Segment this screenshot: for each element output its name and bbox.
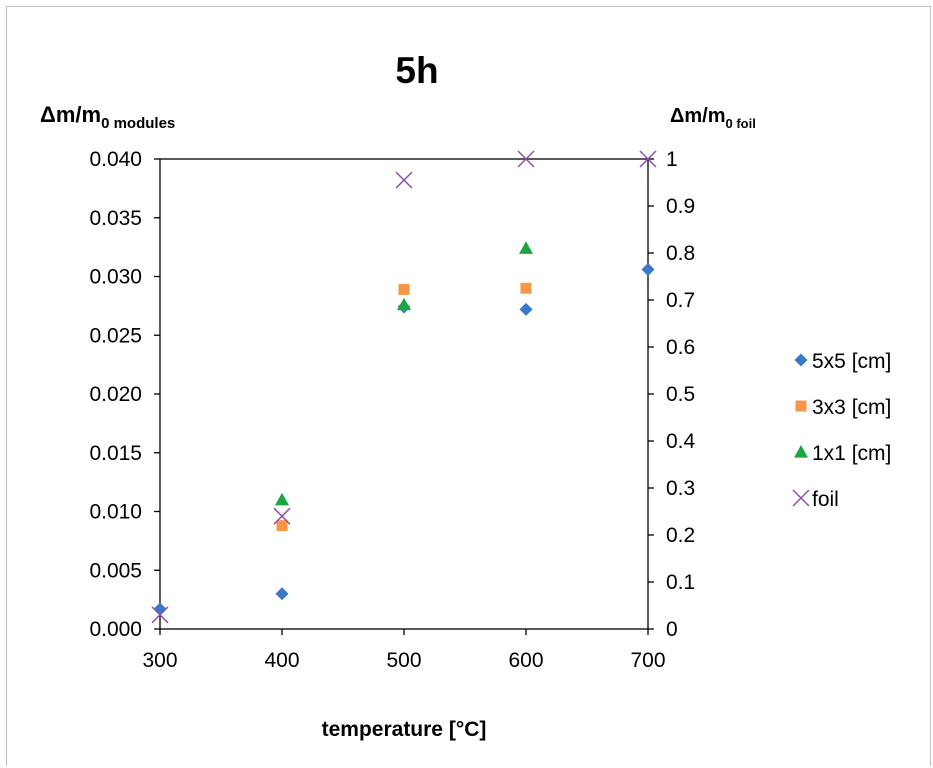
legend-marker [794,353,808,367]
data-point-5x5-cm [519,302,533,316]
y-right-axis-title-main: Δm/m [670,105,726,127]
chart-border [6,6,931,766]
legend-marker [794,445,808,458]
y-right-tick-label: 0.1 [666,571,695,594]
data-point-foil [273,507,291,525]
y-left-tick-label: 0.020 [89,383,142,406]
y-left-tick-label: 0.005 [89,559,142,582]
plot-layer: 300 400 500 600 700 0.000 0.005 0.010 0.015 0.020… [89,148,695,672]
y-right-tick-label: 1 [666,148,678,171]
y-right-tick-label: 0 [666,618,678,641]
y-right-tick-label: 0.4 [666,430,696,453]
data-point-foil [151,606,169,624]
y-right-axis-title-sub: 0 foil [726,116,756,131]
legend-label: 3x3 [cm] [812,396,891,419]
data-point-5x5-cm [641,262,655,276]
y-right-tick-label: 0.7 [666,289,695,312]
legend-label: 5x5 [cm] [812,350,891,373]
data-point-3x3-cm [520,282,532,294]
legend-marker [792,489,810,507]
legend-marker [795,400,807,412]
y-left-tick-label: 0.000 [89,618,142,641]
y-left-tick-label: 0.015 [89,442,142,465]
y-right-tick-label: 0.9 [666,195,695,218]
data-point-1x1-cm [519,241,533,254]
y-right-tick-label: 0.2 [666,524,695,547]
data-point-foil [517,150,535,168]
y-left-axis-title-main: Δm/m [40,102,101,127]
x-tick-label: 300 [142,649,177,672]
legend: 5x5 [cm] 3x3 [cm] 1x1 [cm] foil [792,350,891,511]
y-right-tick-label: 0.8 [666,242,695,265]
x-tick-label: 700 [630,649,665,672]
y-left-axis-title: Δm/m0 modules [40,102,175,132]
y-left-tick-label: 0.025 [89,324,142,347]
y-left-tick-label: 0.010 [89,501,142,524]
y-right-tick-label: 0.6 [666,336,695,359]
x-tick-label: 500 [386,649,421,672]
x-axis-title: temperature [°C] [322,718,487,741]
x-tick-label: 400 [264,649,299,672]
data-point-5x5-cm [275,587,289,601]
data-point-foil [639,150,657,168]
data-point-3x3-cm [276,520,288,532]
y-right-tick-label: 0.5 [666,383,695,406]
data-point-1x1-cm [275,492,289,506]
data-point-1x1-cm [397,297,411,311]
x-tick-label: 600 [508,649,543,672]
data-point-foil [395,171,413,189]
y-left-tick-label: 0.030 [89,266,142,289]
y-right-axis-title: Δm/m0 foil [670,105,756,131]
y-left-axis-title-sub: 0 modules [101,115,175,132]
chart-title: 5h [395,50,438,91]
data-point-3x3-cm [398,283,410,295]
y-left-tick-label: 0.035 [89,207,142,230]
legend-label: foil [812,488,839,511]
y-right-tick-label: 0.3 [666,477,695,500]
legend-label: 1x1 [cm] [812,442,891,465]
y-left-tick-label: 0.040 [89,148,142,171]
